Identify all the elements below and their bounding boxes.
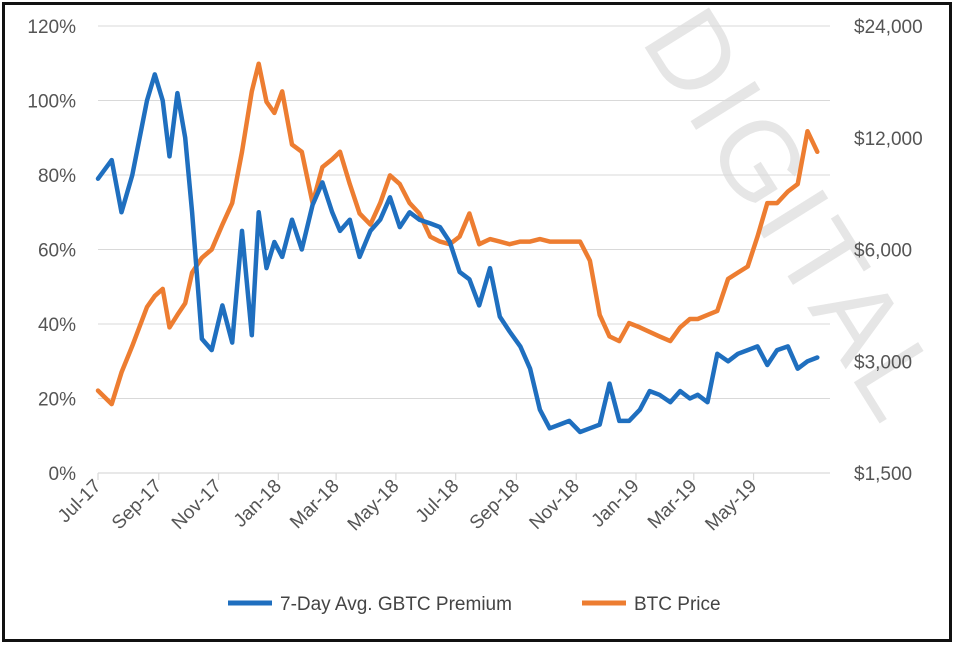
right-tick-label: $12,000 [854,129,923,150]
x-tick-label: Jan-18 [230,476,286,532]
left-tick-label: 80% [38,166,76,187]
series-lines [95,61,820,435]
watermark: DIGITAL [620,0,960,444]
x-tick-label: May-19 [701,476,761,536]
x-tick-label: Jul-18 [412,476,463,527]
right-tick-label: $24,000 [854,17,923,38]
right-tick-label: $3,000 [854,352,912,373]
x-tick-label: Mar-18 [286,476,343,533]
left-tick-label: 0% [49,464,77,485]
left-axis: 0% 20% 40% 60% 80% 100% 120% [27,17,76,485]
left-tick-label: 60% [38,241,76,262]
legend: 7-Day Avg. GBTC Premium BTC Price [228,594,721,615]
x-tick-label: Mar-19 [644,476,701,533]
x-tick-label: Sep-18 [466,476,524,534]
left-tick-label: 100% [27,92,76,113]
x-axis: Jul-17 Sep-17 Nov-17 Jan-18 Mar-18 May-18 Jul-… [54,473,761,535]
x-tick-label: Nov-17 [168,476,226,534]
right-axis: $1,500 $3,000 $6,000 $12,000 $24,000 [854,17,923,485]
legend-label: 7-Day Avg. GBTC Premium [280,594,512,615]
left-tick-label: 40% [38,315,76,336]
legend-label: BTC Price [634,594,721,615]
right-tick-label: $1,500 [854,464,912,485]
left-tick-label: 20% [38,390,76,411]
x-tick-label: Sep-17 [108,476,166,534]
gbtc-premium-line [95,72,820,435]
x-tick-label: Jan-19 [588,476,644,532]
right-tick-label: $6,000 [854,241,912,262]
x-tick-label: May-18 [344,476,404,536]
left-tick-label: 120% [27,17,76,38]
x-tick-label: Nov-18 [526,476,584,534]
chart-frame [2,2,952,642]
